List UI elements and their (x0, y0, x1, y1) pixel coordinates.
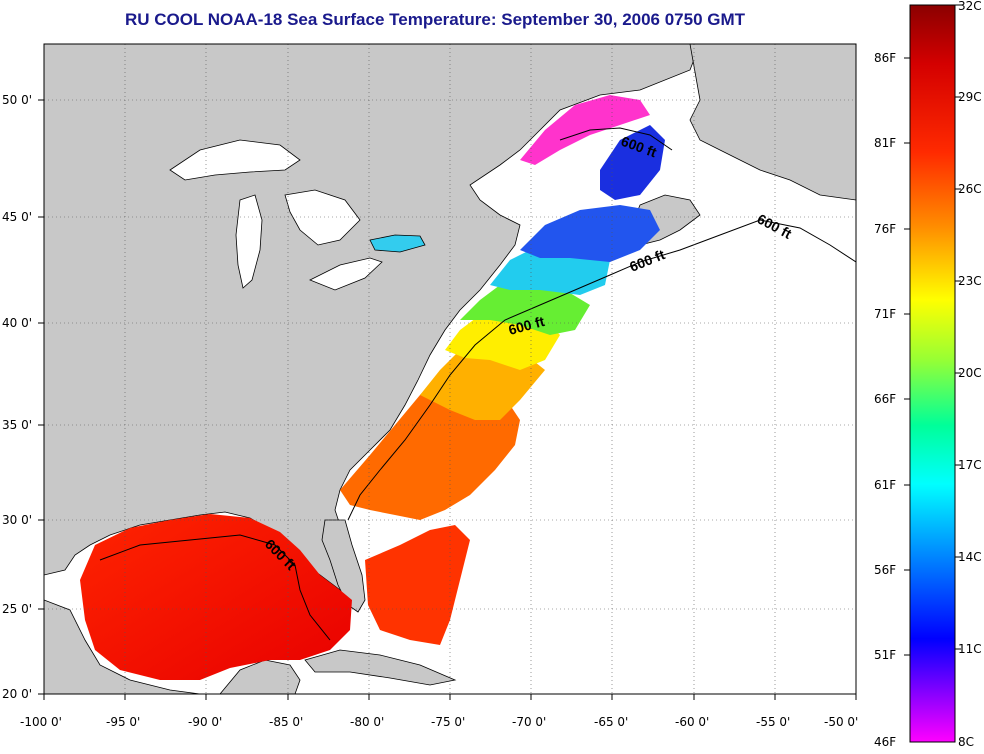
colorbar-c-label: 29C (958, 90, 982, 104)
lon-label: -95 0' (106, 715, 140, 729)
map-title: RU COOL NOAA-18 Sea Surface Temperature:… (124, 10, 746, 29)
colorbar-c-label: 32C (958, 0, 982, 13)
lon-label: -100 0' (20, 715, 62, 729)
tick-marks (38, 99, 857, 700)
colorbar-c-label: 20C (958, 366, 982, 380)
colorbar-f-label: 56F (874, 563, 896, 577)
colorbar-c-label: 26C (958, 182, 982, 196)
colorbar-f-label: 61F (874, 478, 896, 492)
st-lawrence-magenta (520, 95, 650, 165)
colorbar-c-label: 17C (958, 458, 982, 472)
colorbar-c-label: 8C (958, 735, 974, 749)
colorbar-f-label: 51F (874, 648, 896, 662)
grid-lines (44, 44, 856, 694)
lon-label: -70 0' (512, 715, 546, 729)
mexico-land (44, 599, 201, 694)
lake-superior (169, 139, 301, 181)
shelf-contour-gulf (99, 534, 331, 641)
lake-michigan (235, 194, 263, 289)
lake-ontario (369, 234, 426, 253)
colorbar-c-label: 14C (958, 550, 982, 564)
atlantic-cloud-mask (455, 210, 856, 694)
colorbar-c-label: 23C (958, 274, 982, 288)
bahamas-sst-field (365, 525, 470, 645)
lat-label: 40 0' (2, 316, 32, 330)
lon-label: -75 0' (431, 715, 465, 729)
longitude-labels: -100 0' -95 0' -90 0' -85 0' -80 0' -75 … (20, 715, 858, 729)
shelf-contour-stlawrence (559, 127, 673, 151)
lat-label: 20 0' (2, 687, 32, 701)
colorbar-f-label: 81F (874, 136, 896, 150)
lat-label: 30 0' (2, 513, 32, 527)
lake-erie (309, 257, 383, 291)
lon-label: -80 0' (350, 715, 384, 729)
lat-label: 50 0' (2, 93, 32, 107)
gulf-sst-field (80, 514, 352, 680)
cuba-land (304, 649, 457, 686)
latitude-labels: 50 0' 45 0' 40 0' 35 0' 30 0' 25 0' 20 0… (2, 93, 32, 701)
gulf-of-maine-blue (520, 205, 660, 262)
shelf-contour-atlantic (347, 219, 856, 521)
lon-label: -55 0' (756, 715, 790, 729)
lake-huron (284, 189, 361, 246)
lon-label: -85 0' (269, 715, 303, 729)
yucatan-land (219, 659, 301, 694)
colorbar-gradient (909, 4, 956, 743)
colorbar-f-label: 86F (874, 51, 896, 65)
lat-label: 35 0' (2, 418, 32, 432)
north-america-land (44, 44, 701, 601)
florida-land (321, 519, 366, 613)
colorbar-f-label: 76F (874, 222, 896, 236)
st-lawrence-blue (600, 125, 665, 200)
temperature-colorbar: 86F 81F 76F 71F 66F 61F 56F 51F 46F 32C … (874, 0, 982, 749)
lon-label: -60 0' (675, 715, 709, 729)
lat-label: 45 0' (2, 210, 32, 224)
lon-label: -90 0' (188, 715, 222, 729)
atlantic-green-band (460, 280, 590, 335)
colorbar-f-label: 66F (874, 392, 896, 406)
colorbar-f-label: 71F (874, 307, 896, 321)
lon-label: -65 0' (594, 715, 628, 729)
colorbar-c-label: 11C (958, 642, 982, 656)
maritime-land (689, 44, 856, 201)
lon-label: -50 0' (824, 715, 858, 729)
lat-label: 25 0' (2, 602, 32, 616)
colorbar-f-label: 46F (874, 735, 896, 749)
